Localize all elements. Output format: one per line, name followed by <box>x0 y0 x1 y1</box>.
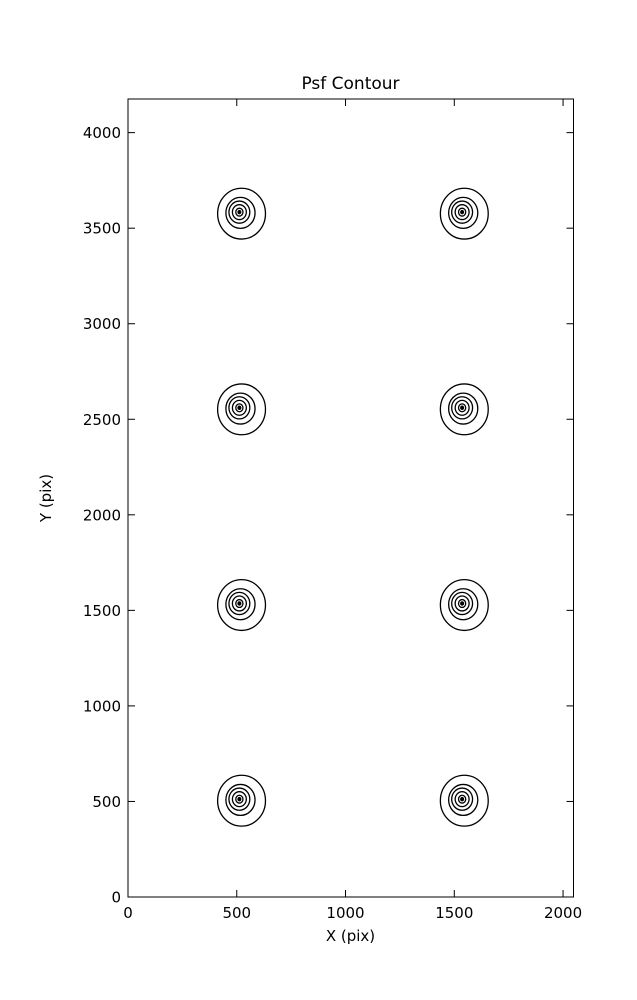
contour-ring <box>460 405 465 411</box>
contour-ring <box>454 399 470 416</box>
contour-ring <box>451 787 474 811</box>
contour-ring <box>225 196 256 230</box>
contour-ring <box>457 598 467 609</box>
contour-ring <box>457 794 467 804</box>
contour-ring <box>225 392 256 425</box>
contour-ring <box>439 187 489 240</box>
contour-ring <box>454 204 470 221</box>
x-tick-label: 1000 <box>326 904 364 922</box>
psf-contour-cluster <box>439 383 489 436</box>
y-tick-label: 2000 <box>83 506 121 524</box>
contour-ring <box>225 783 256 817</box>
contour-ring <box>460 796 465 802</box>
contour-ring <box>231 399 247 416</box>
psf-contour-cluster <box>439 578 489 632</box>
x-tick-label: 2000 <box>544 904 582 922</box>
x-tick-label: 500 <box>222 904 251 922</box>
contour-ring <box>451 200 474 224</box>
contour-ring <box>447 588 479 621</box>
y-tick-label: 2500 <box>83 411 121 429</box>
psf-contour-cluster <box>439 187 489 240</box>
contour-ring <box>460 209 465 215</box>
contour-ring <box>439 383 489 436</box>
contour-ring <box>237 209 242 215</box>
psf-contour-cluster <box>216 187 267 240</box>
psf-contour-cluster <box>216 578 267 632</box>
contour-ring <box>447 196 479 230</box>
contour-ring <box>231 595 247 612</box>
y-tick-label: 0 <box>111 889 121 907</box>
plot-title: Psf Contour <box>301 74 399 94</box>
y-tick-label: 3500 <box>83 220 121 238</box>
x-tick-label: 0 <box>123 904 133 922</box>
psf-contours <box>216 187 489 827</box>
contour-ring <box>235 598 244 609</box>
contour-ring <box>228 787 251 811</box>
y-tick-label: 3000 <box>83 315 121 333</box>
contour-ring <box>216 383 267 436</box>
y-tick-label: 1000 <box>83 697 121 715</box>
x-tick-label: 1500 <box>435 904 473 922</box>
contour-ring <box>447 783 479 817</box>
contour-ring <box>231 204 247 221</box>
contour-ring <box>216 187 267 240</box>
contour-ring <box>235 794 244 804</box>
x-axis-label: X (pix) <box>326 927 375 945</box>
contour-ring <box>451 591 474 616</box>
contour-ring <box>439 578 489 632</box>
y-tick-label: 500 <box>92 793 121 811</box>
contour-ring <box>237 796 242 802</box>
contour-ring <box>447 392 479 425</box>
contour-ring <box>454 791 470 808</box>
contour-ring <box>451 396 474 420</box>
contour-ring <box>457 207 467 217</box>
contour-ring <box>228 396 251 420</box>
contour-ring <box>228 200 251 224</box>
y-tick-label: 4000 <box>83 124 121 142</box>
contour-ring <box>237 405 242 411</box>
contour-ring <box>460 601 465 606</box>
y-axis-label: Y (pix) <box>37 474 55 523</box>
contour-ring <box>231 791 247 808</box>
axis-ticks: 0 500 1000 1500 2000 0 500 1000 1500 2000 2500 3000… <box>83 99 582 922</box>
contour-ring <box>457 403 467 413</box>
contour-ring <box>216 774 267 827</box>
contour-ring <box>228 591 251 616</box>
contour-ring <box>454 595 470 612</box>
contour-ring <box>225 588 256 621</box>
axes-frame <box>127 98 574 898</box>
y-tick-label: 1500 <box>83 602 121 620</box>
psf-contour-cluster <box>439 774 489 827</box>
contour-ring <box>216 578 267 632</box>
contour-ring <box>235 207 244 217</box>
contour-ring <box>235 403 244 413</box>
psf-contour-cluster <box>216 383 267 436</box>
contour-ring <box>237 601 242 606</box>
psf-contour-cluster <box>216 774 267 827</box>
contour-ring <box>439 774 489 827</box>
